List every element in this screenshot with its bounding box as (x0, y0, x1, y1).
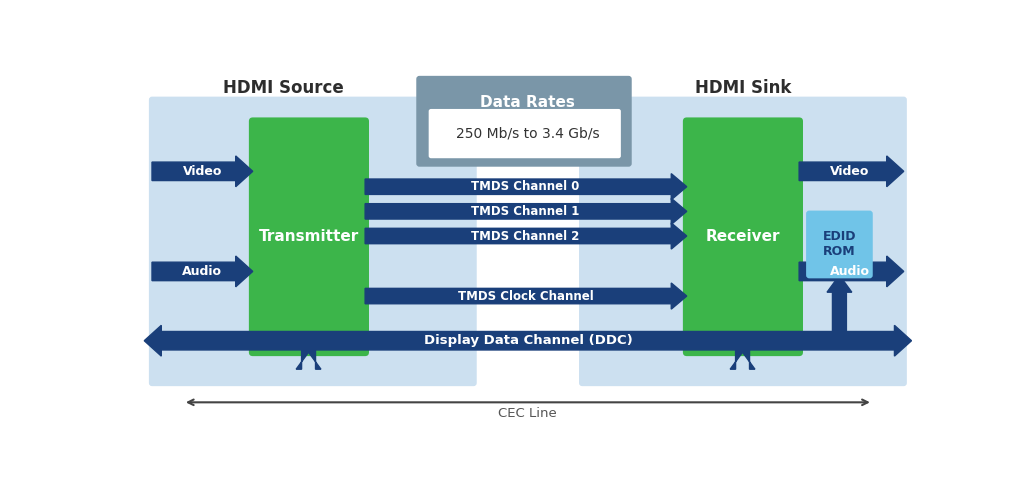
FancyBboxPatch shape (579, 97, 906, 386)
Text: TMDS Channel 0: TMDS Channel 0 (472, 180, 580, 193)
Text: Video: Video (182, 165, 222, 178)
FancyBboxPatch shape (416, 76, 631, 167)
Polygon shape (365, 223, 687, 249)
Text: Audio: Audio (182, 265, 222, 278)
Text: Transmitter: Transmitter (259, 229, 358, 244)
Text: CEC Line: CEC Line (499, 407, 557, 420)
Text: Audio: Audio (829, 265, 869, 278)
Polygon shape (730, 341, 755, 369)
FancyBboxPatch shape (683, 118, 803, 356)
Polygon shape (799, 256, 903, 287)
Polygon shape (144, 326, 912, 356)
Polygon shape (365, 198, 687, 225)
FancyBboxPatch shape (249, 118, 369, 356)
Text: Data Rates: Data Rates (480, 95, 576, 109)
Polygon shape (297, 341, 321, 369)
Polygon shape (152, 256, 252, 287)
FancyBboxPatch shape (428, 109, 621, 158)
Text: TMDS Channel 2: TMDS Channel 2 (472, 229, 580, 242)
Polygon shape (365, 283, 687, 309)
Polygon shape (799, 156, 903, 187)
Text: Display Data Channel (DDC): Display Data Channel (DDC) (423, 334, 632, 347)
Text: HDMI Source: HDMI Source (224, 79, 344, 97)
Polygon shape (365, 174, 687, 200)
Text: Video: Video (830, 165, 869, 178)
FancyBboxPatch shape (806, 211, 872, 278)
Polygon shape (827, 275, 852, 341)
Text: Receiver: Receiver (706, 229, 780, 244)
Text: TMDS Clock Channel: TMDS Clock Channel (457, 290, 593, 303)
Polygon shape (152, 156, 252, 187)
FancyBboxPatch shape (149, 97, 477, 386)
Text: TMDS Channel 1: TMDS Channel 1 (472, 205, 580, 218)
Text: EDID
ROM: EDID ROM (823, 230, 856, 259)
Text: 250 Mb/s to 3.4 Gb/s: 250 Mb/s to 3.4 Gb/s (456, 127, 599, 141)
Text: HDMI Sink: HDMI Sink (695, 79, 791, 97)
